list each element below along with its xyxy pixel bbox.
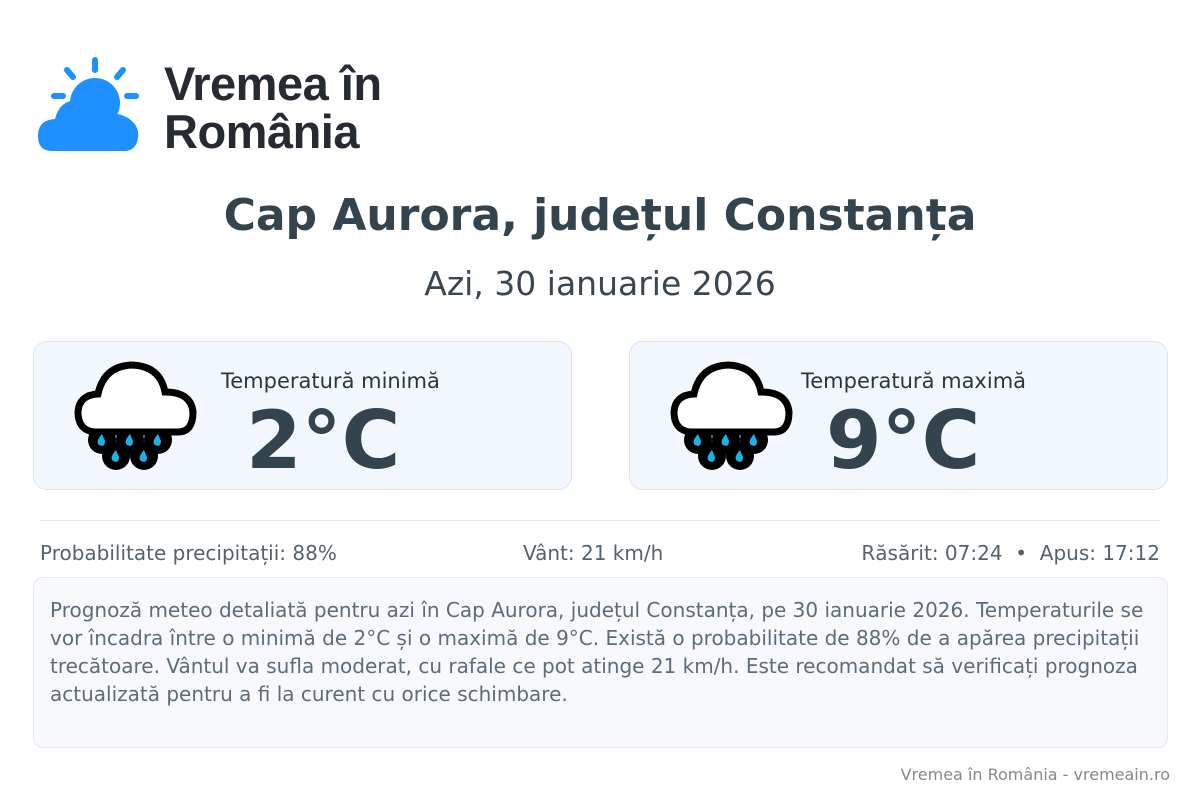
page-title: Cap Aurora, județul Constanța — [223, 190, 977, 241]
min-temp-value: 2°C — [246, 394, 401, 487]
rain-cloud-icon — [74, 360, 198, 474]
min-temp-card: Temperatură minimă 2°C — [33, 341, 572, 490]
sun-cloud-icon — [38, 57, 139, 151]
min-temp-label: Temperatură minimă — [221, 369, 440, 393]
max-temp-label: Temperatură maximă — [801, 369, 1027, 393]
date-subtitle: Azi, 30 ianuarie 2026 — [424, 264, 776, 303]
logo: Vremea în România — [38, 56, 382, 156]
max-temp-value: 9°C — [826, 394, 981, 487]
brand-name-line2: România — [164, 105, 359, 158]
forecast-description: Prognoză meteo detaliată pentru azi în C… — [33, 577, 1168, 748]
sunrise-sunset-stat: Răsărit: 07:24 • Apus: 17:12 — [861, 541, 1160, 565]
footer-credit: Vremea în România - vremeain.ro — [900, 765, 1170, 784]
precipitation-stat: Probabilitate precipitații: 88% — [40, 541, 337, 565]
divider — [40, 520, 1160, 521]
wind-stat: Vânt: 21 km/h — [523, 541, 664, 565]
max-temp-card: Temperatură maximă 9°C — [629, 341, 1168, 490]
rain-cloud-icon — [670, 360, 794, 474]
brand-name-line1: Vremea în — [164, 57, 382, 110]
